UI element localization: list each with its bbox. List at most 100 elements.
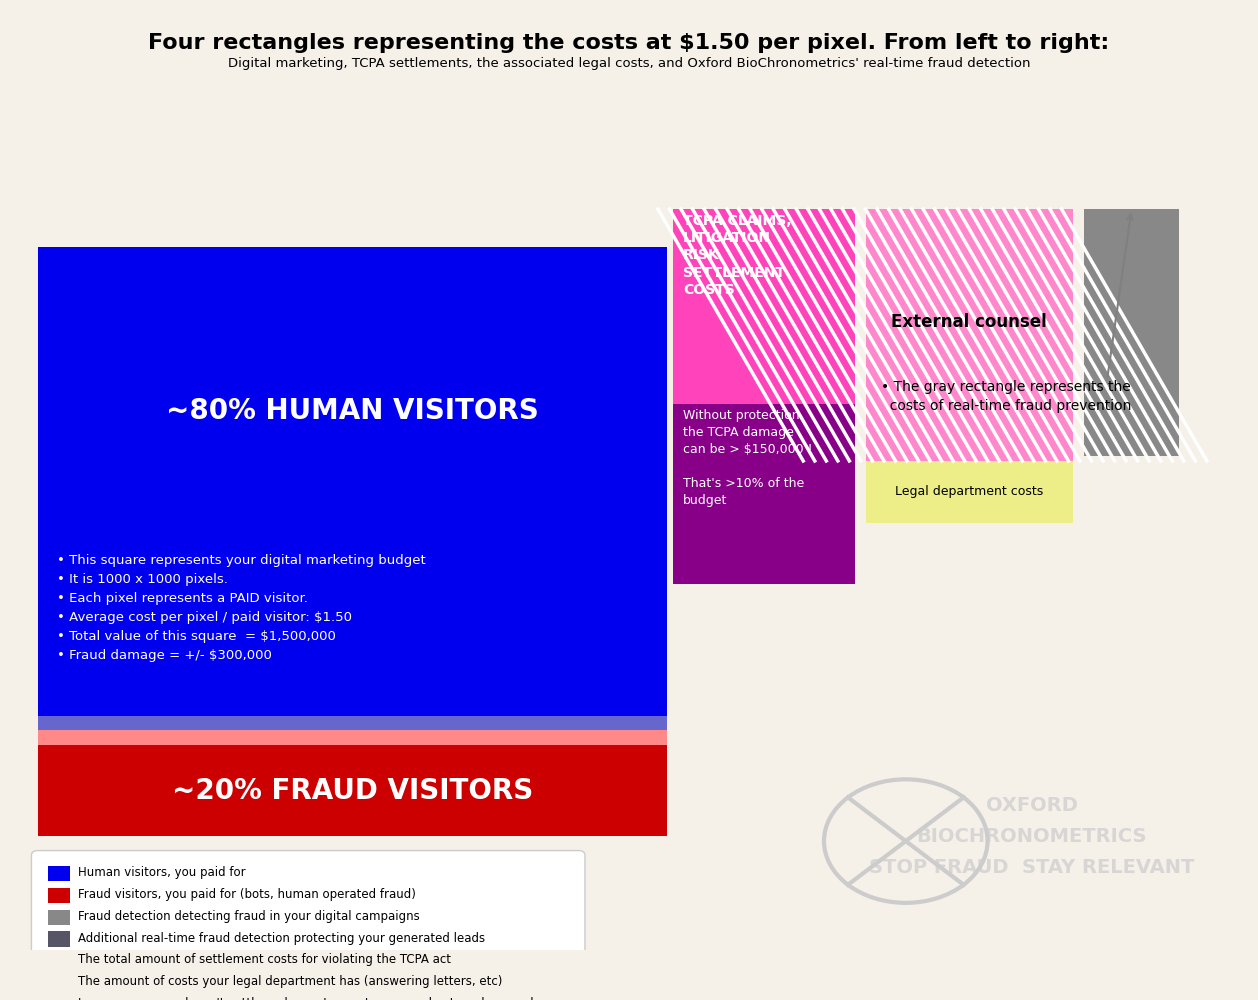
Bar bbox=[48, 997, 70, 1000]
Point bbox=[1030, 203, 1045, 215]
Line: 2 pts: 2 pts bbox=[669, 209, 815, 461]
Point bbox=[1130, 455, 1145, 467]
Bar bbox=[48, 931, 70, 947]
Point bbox=[985, 203, 1000, 215]
Text: • The gray rectangle represents the
  costs of real-time fraud prevention: • The gray rectangle represents the cost… bbox=[881, 380, 1131, 413]
Bar bbox=[48, 910, 70, 925]
Point bbox=[927, 203, 942, 215]
Point bbox=[1096, 455, 1111, 467]
Line: 2 pts: 2 pts bbox=[1062, 209, 1206, 461]
Point bbox=[1188, 455, 1203, 467]
Line: 2 pts: 2 pts bbox=[785, 209, 930, 461]
FancyBboxPatch shape bbox=[31, 851, 585, 1000]
Bar bbox=[38, 247, 667, 716]
Point bbox=[858, 203, 873, 215]
Point bbox=[969, 455, 984, 467]
Line: 2 pts: 2 pts bbox=[854, 209, 999, 461]
Point bbox=[1027, 455, 1042, 467]
Line: 2 pts: 2 pts bbox=[692, 209, 838, 461]
Point bbox=[847, 203, 862, 215]
Point bbox=[957, 455, 972, 467]
Point bbox=[697, 203, 712, 215]
Point bbox=[1165, 455, 1180, 467]
Line: 2 pts: 2 pts bbox=[1015, 209, 1161, 461]
Bar bbox=[48, 953, 70, 968]
Point bbox=[892, 203, 907, 215]
Line: 2 pts: 2 pts bbox=[819, 209, 965, 461]
Point bbox=[742, 203, 757, 215]
Point bbox=[1141, 455, 1156, 467]
Line: 2 pts: 2 pts bbox=[969, 209, 1115, 461]
Bar bbox=[48, 975, 70, 990]
Line: 2 pts: 2 pts bbox=[1038, 209, 1184, 461]
Line: 2 pts: 2 pts bbox=[935, 209, 1079, 461]
Bar bbox=[48, 866, 70, 881]
Point bbox=[835, 203, 850, 215]
Line: 2 pts: 2 pts bbox=[843, 209, 988, 461]
Text: • This square represents your digital marketing budget
• It is 1000 x 1000 pixel: • This square represents your digital ma… bbox=[57, 554, 425, 662]
Text: Additional real-time fraud detection protecting your generated leads: Additional real-time fraud detection pro… bbox=[78, 932, 486, 945]
Line: 2 pts: 2 pts bbox=[796, 209, 941, 461]
Point bbox=[720, 203, 735, 215]
Line: 2 pts: 2 pts bbox=[899, 209, 1045, 461]
Line: 2 pts: 2 pts bbox=[993, 209, 1137, 461]
Point bbox=[1199, 455, 1214, 467]
Line: 2 pts: 2 pts bbox=[704, 209, 849, 461]
Point bbox=[899, 455, 915, 467]
Text: Without protection
the TCPA damage
can be > $150,000 !

That's >10% of the
budge: Without protection the TCPA damage can b… bbox=[683, 409, 813, 507]
Point bbox=[731, 203, 746, 215]
Line: 2 pts: 2 pts bbox=[946, 209, 1092, 461]
Point bbox=[905, 203, 920, 215]
Text: The total amount of settlement costs for violating the TCPA act: The total amount of settlement costs for… bbox=[78, 953, 452, 966]
Line: 2 pts: 2 pts bbox=[1004, 209, 1149, 461]
Bar bbox=[38, 745, 667, 836]
Line: 2 pts: 2 pts bbox=[808, 209, 954, 461]
Bar bbox=[38, 730, 667, 745]
Bar bbox=[48, 888, 70, 903]
Line: 2 pts: 2 pts bbox=[830, 209, 976, 461]
Point bbox=[1019, 203, 1034, 215]
Line: 2 pts: 2 pts bbox=[1050, 209, 1195, 461]
Point bbox=[708, 203, 723, 215]
Text: TCPA CLAIMS,
LITIGATION
RISK
SETTLEMENT
COSTS: TCPA CLAIMS, LITIGATION RISK SETTLEMENT … bbox=[683, 214, 791, 297]
Point bbox=[916, 203, 931, 215]
Bar bbox=[866, 209, 1073, 461]
Point bbox=[789, 203, 804, 215]
Point bbox=[811, 203, 827, 215]
Point bbox=[684, 203, 699, 215]
Text: External counsel: External counsel bbox=[892, 313, 1047, 331]
Point bbox=[869, 203, 884, 215]
Point bbox=[980, 455, 995, 467]
Point bbox=[1003, 455, 1018, 467]
Point bbox=[1015, 455, 1030, 467]
Point bbox=[842, 455, 857, 467]
Text: Legal department costs: Legal department costs bbox=[896, 485, 1043, 498]
Point bbox=[1154, 455, 1169, 467]
Line: 2 pts: 2 pts bbox=[681, 209, 827, 461]
Text: The amount of costs your legal department has (answering letters, etc): The amount of costs your legal departmen… bbox=[78, 975, 502, 988]
Point bbox=[650, 203, 665, 215]
Point bbox=[853, 455, 868, 467]
Point bbox=[777, 203, 793, 215]
Line: 2 pts: 2 pts bbox=[727, 209, 873, 461]
Point bbox=[877, 455, 892, 467]
Line: 2 pts: 2 pts bbox=[774, 209, 918, 461]
Line: 2 pts: 2 pts bbox=[957, 209, 1103, 461]
Line: 2 pts: 2 pts bbox=[1027, 209, 1172, 461]
Text: Four rectangles representing the costs at $1.50 per pixel. From left to right:: Four rectangles representing the costs a… bbox=[148, 33, 1110, 53]
Line: 2 pts: 2 pts bbox=[912, 209, 1057, 461]
Point bbox=[662, 203, 677, 215]
Text: OXFORD
BIOCHRONOMETRICS
STOP FRAUD  STAY RELEVANT: OXFORD BIOCHRONOMETRICS STOP FRAUD STAY … bbox=[869, 796, 1194, 877]
Text: In case someone doesn't settle and goes to court, you need external counsel: In case someone doesn't settle and goes … bbox=[78, 997, 533, 1000]
Point bbox=[1060, 455, 1076, 467]
Point bbox=[1072, 455, 1087, 467]
Point bbox=[950, 203, 965, 215]
Point bbox=[800, 203, 815, 215]
Point bbox=[1118, 455, 1133, 467]
Text: ~20% FRAUD VISITORS: ~20% FRAUD VISITORS bbox=[171, 777, 533, 805]
Text: Fraud detection detecting fraud in your digital campaigns: Fraud detection detecting fraud in your … bbox=[78, 910, 420, 923]
Line: 2 pts: 2 pts bbox=[750, 209, 896, 461]
Point bbox=[754, 203, 769, 215]
Point bbox=[888, 455, 903, 467]
Line: 2 pts: 2 pts bbox=[981, 209, 1126, 461]
